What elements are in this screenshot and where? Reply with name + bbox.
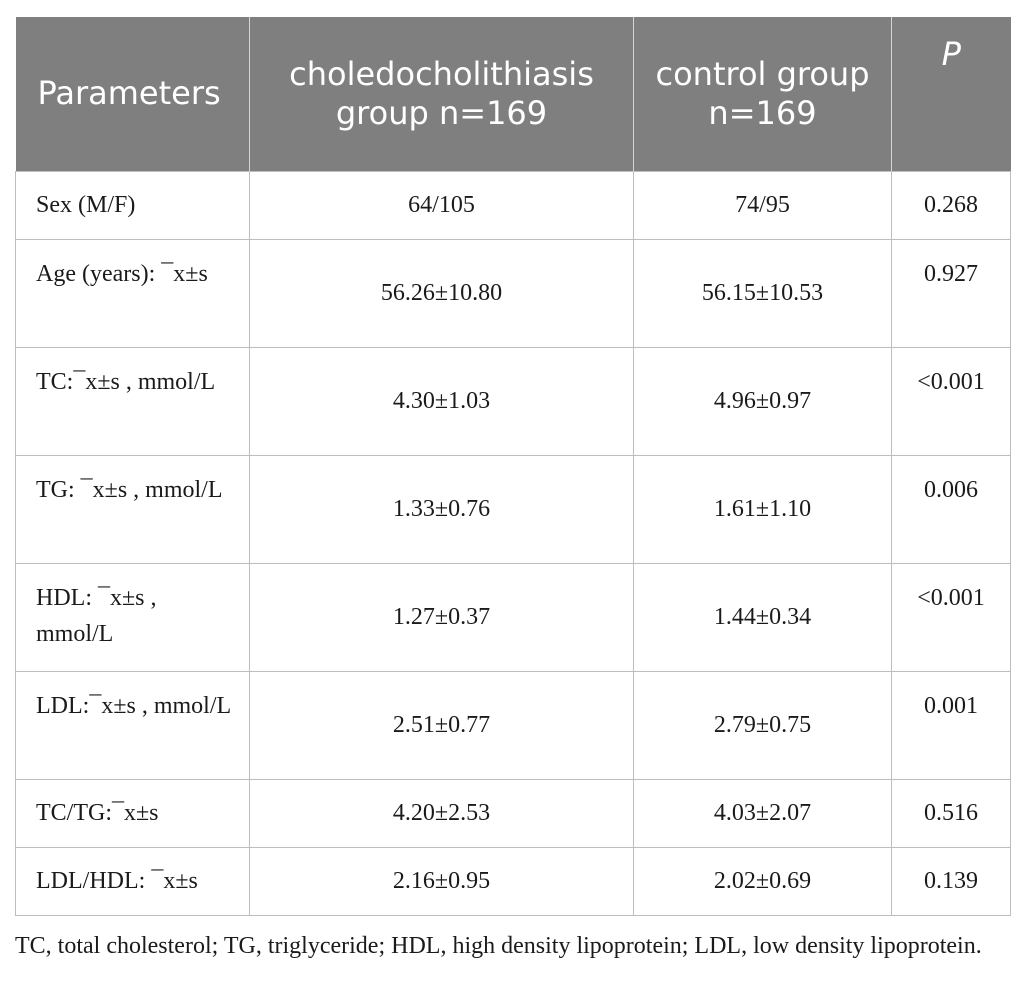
cell-control-value: 74/95 <box>633 170 892 240</box>
cell-p-value: <0.001 <box>891 562 1011 672</box>
header-control-group: control group n=169 <box>633 17 892 171</box>
cell-case-value: 4.30±1.03 <box>249 346 634 456</box>
table-footnote: TC, total cholesterol; TG, triglyceride;… <box>15 933 982 959</box>
table-row: HDL: ¯x±s , mmol/L 1.27±0.37 1.44±0.34 <… <box>15 562 1011 672</box>
cell-control-value: 2.02±0.69 <box>633 846 892 916</box>
cell-control-value: 4.96±0.97 <box>633 346 892 456</box>
cell-case-value: 4.20±2.53 <box>249 778 634 848</box>
cell-parameter: TC/TG:¯x±s <box>15 778 250 848</box>
cell-control-value: 1.61±1.10 <box>633 454 892 564</box>
header-parameters: Parameters <box>15 17 250 171</box>
cell-parameter: LDL/HDL: ¯x±s <box>15 846 250 916</box>
cell-parameter: Age (years): ¯x±s <box>15 238 250 348</box>
cell-p-value: <0.001 <box>891 346 1011 456</box>
data-table-container: Parameters choledocholithiasis group n=1… <box>15 17 1011 916</box>
table-row: LDL/HDL: ¯x±s 2.16±0.95 2.02±0.69 0.139 <box>15 846 1011 916</box>
cell-p-value: 0.268 <box>891 170 1011 240</box>
cell-p-value: 0.139 <box>891 846 1011 916</box>
cell-parameter: TG: ¯x±s , mmol/L <box>15 454 250 564</box>
table-row: TC:¯x±s , mmol/L 4.30±1.03 4.96±0.97 <0.… <box>15 346 1011 456</box>
header-p-value: P <box>891 17 1011 171</box>
cell-parameter: TC:¯x±s , mmol/L <box>15 346 250 456</box>
table-row: TC/TG:¯x±s 4.20±2.53 4.03±2.07 0.516 <box>15 778 1011 848</box>
cell-case-value: 2.16±0.95 <box>249 846 634 916</box>
table-row: TG: ¯x±s , mmol/L 1.33±0.76 1.61±1.10 0.… <box>15 454 1011 564</box>
comparison-table: Parameters choledocholithiasis group n=1… <box>15 17 1011 916</box>
cell-control-value: 2.79±0.75 <box>633 670 892 780</box>
cell-case-value: 2.51±0.77 <box>249 670 634 780</box>
cell-parameter: HDL: ¯x±s , mmol/L <box>15 562 250 672</box>
cell-p-value: 0.927 <box>891 238 1011 348</box>
table-row: Sex (M/F) 64/105 74/95 0.268 <box>15 170 1011 240</box>
cell-case-value: 56.26±10.80 <box>249 238 634 348</box>
cell-control-value: 4.03±2.07 <box>633 778 892 848</box>
cell-control-value: 56.15±10.53 <box>633 238 892 348</box>
cell-case-value: 1.27±0.37 <box>249 562 634 672</box>
table-row: LDL:¯x±s , mmol/L 2.51±0.77 2.79±0.75 0.… <box>15 670 1011 780</box>
cell-p-value: 0.516 <box>891 778 1011 848</box>
cell-control-value: 1.44±0.34 <box>633 562 892 672</box>
cell-p-value: 0.001 <box>891 670 1011 780</box>
cell-parameter: Sex (M/F) <box>15 170 250 240</box>
cell-case-value: 1.33±0.76 <box>249 454 634 564</box>
cell-p-value: 0.006 <box>891 454 1011 564</box>
cell-case-value: 64/105 <box>249 170 634 240</box>
header-case-group: choledocholithiasis group n=169 <box>249 17 634 171</box>
table-row: Age (years): ¯x±s 56.26±10.80 56.15±10.5… <box>15 238 1011 348</box>
table-header-row: Parameters choledocholithiasis group n=1… <box>15 17 1011 171</box>
cell-parameter: LDL:¯x±s , mmol/L <box>15 670 250 780</box>
